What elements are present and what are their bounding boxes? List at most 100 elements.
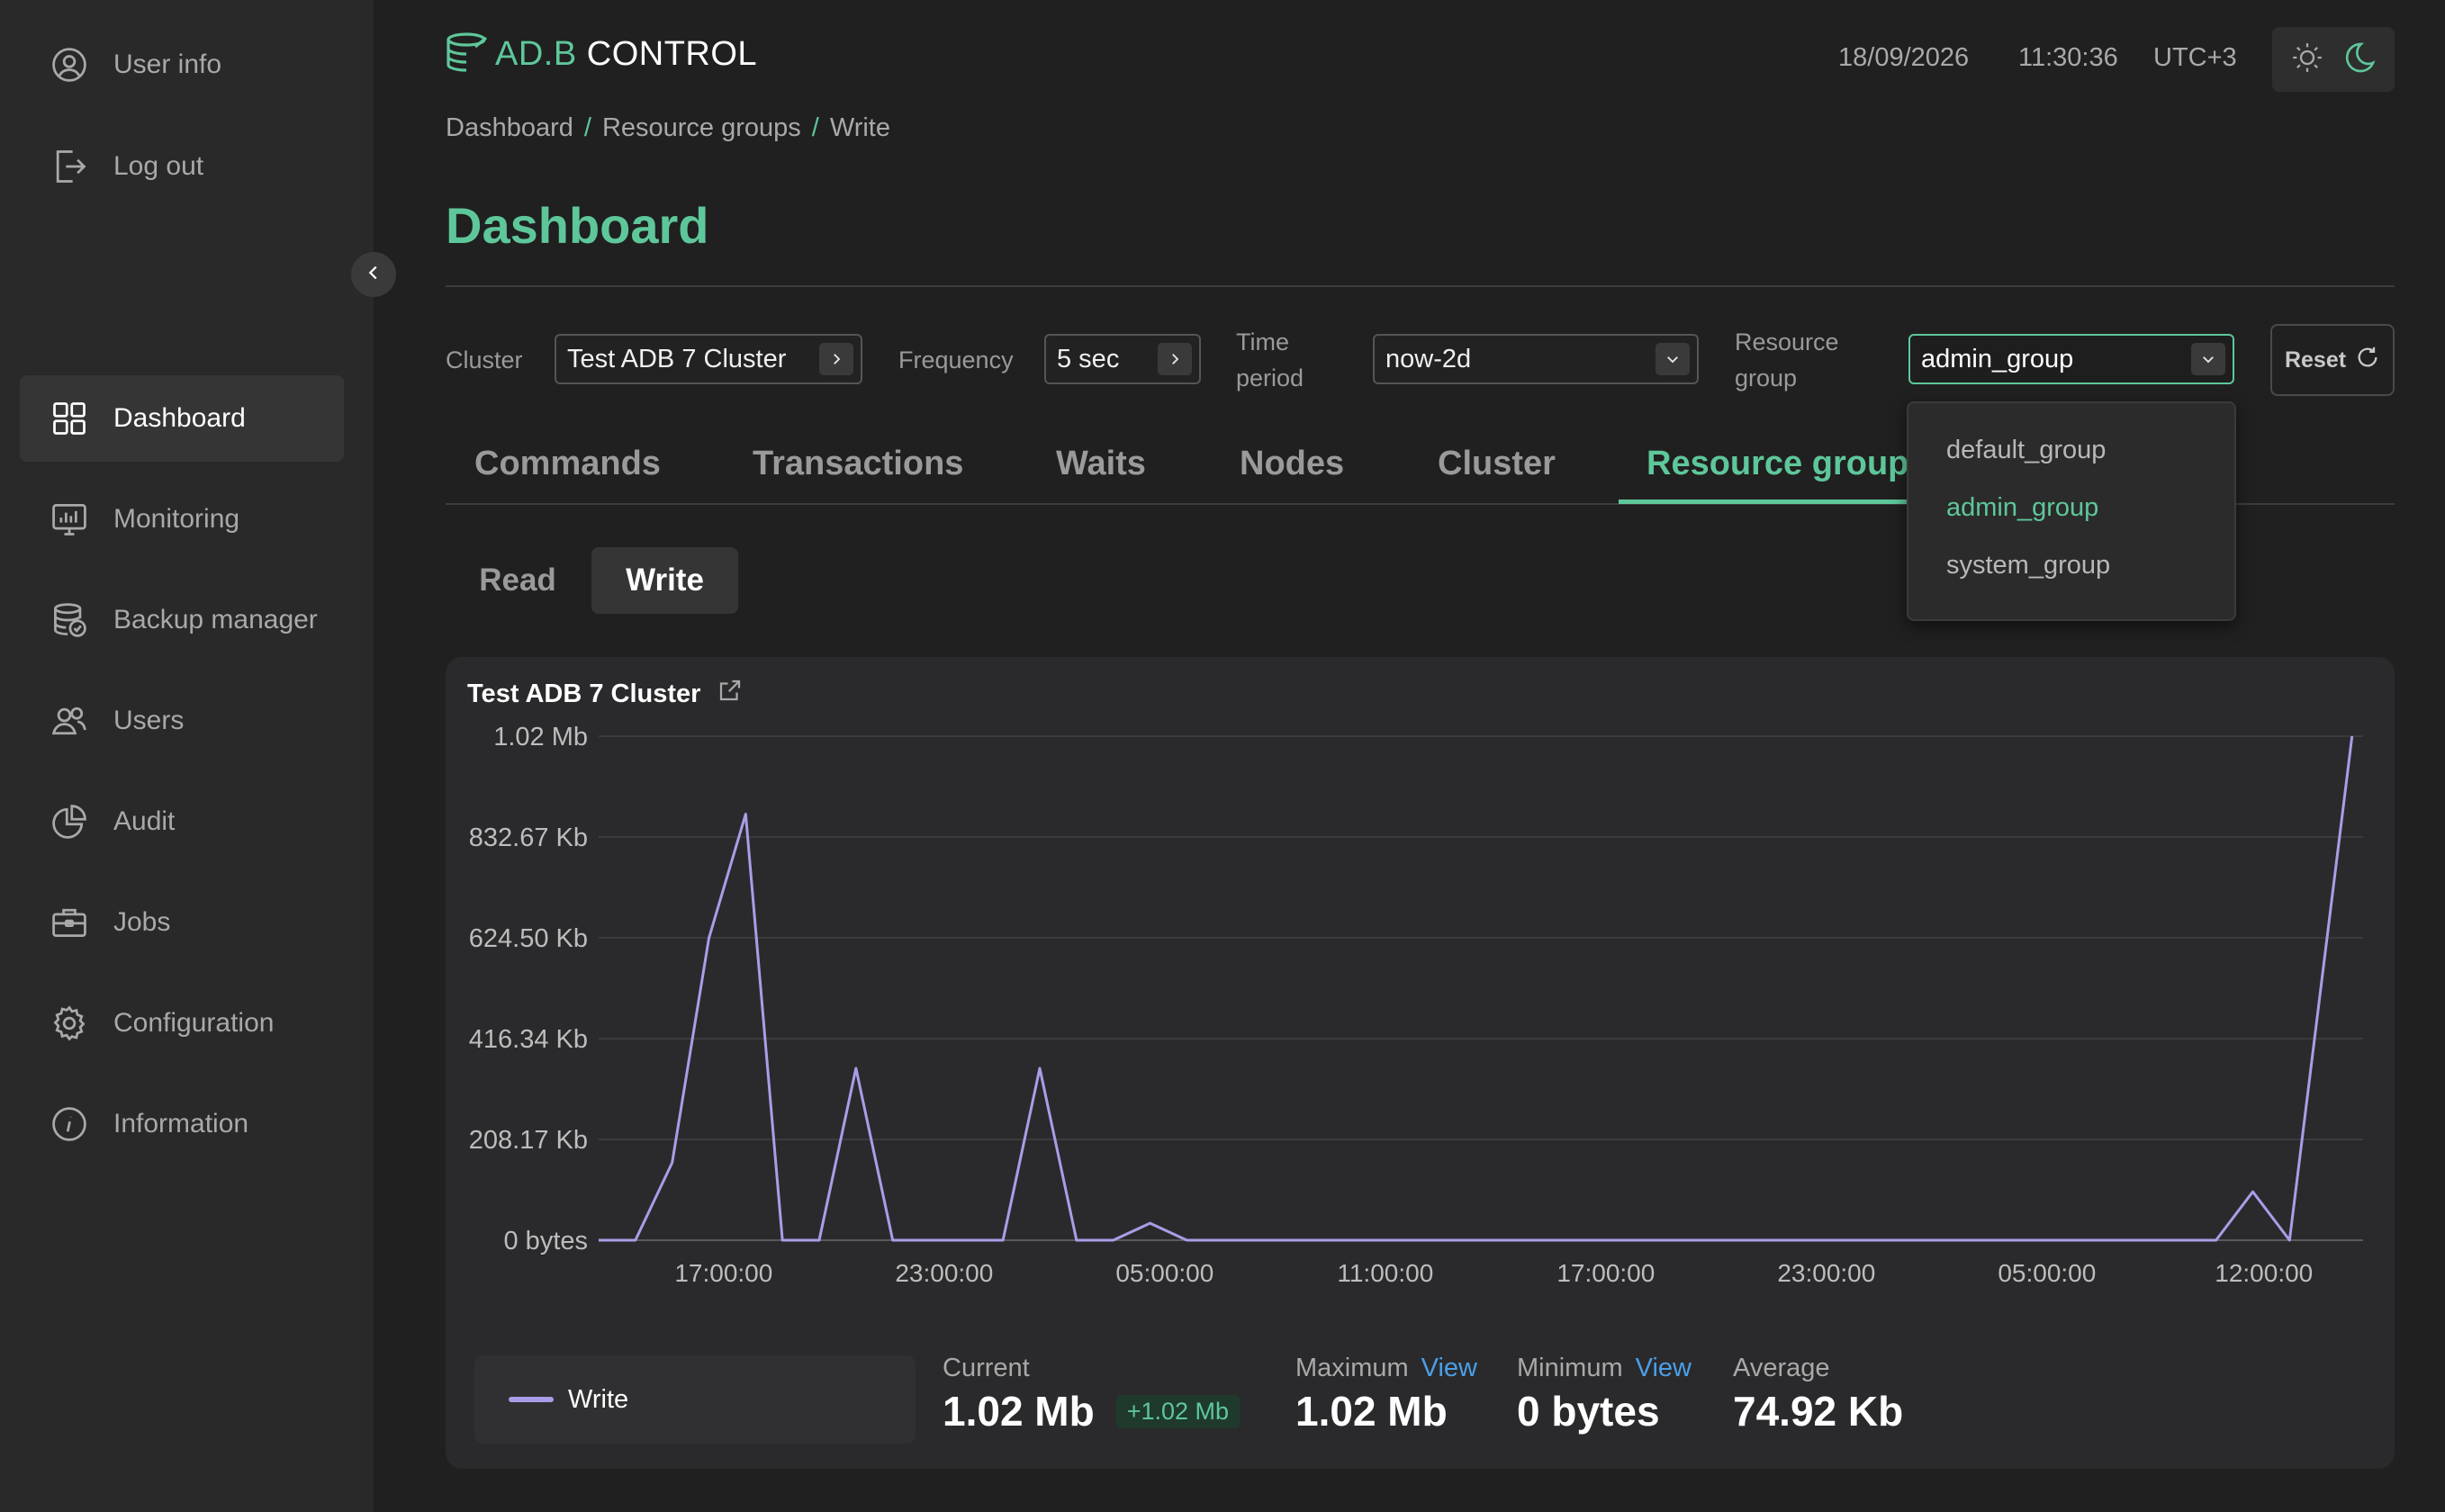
sidebar-item-label: User info [113,50,222,79]
frequency-value: 5 sec [1057,344,1120,374]
legend-swatch [509,1397,554,1402]
reset-label: Reset [2284,346,2347,373]
external-link-icon[interactable] [717,677,744,711]
resource-group-label-line1: Resource [1735,328,1839,356]
sidebar-item-log-out[interactable]: Log out [20,123,344,210]
y-tick-label: 208.17 Kb [469,1126,588,1155]
tab-transactions[interactable]: Transactions [753,445,964,482]
tab-resource-groups[interactable]: Resource groups [1647,445,1928,482]
cluster-select[interactable]: Test ADB 7 Cluster [555,334,862,384]
dropdown-option-system-group[interactable]: system_group [1946,551,2111,580]
y-tick-label: 416.34 Kb [469,1025,588,1054]
database-logo-icon [445,31,492,77]
write-chart: 0 bytes 208.17 Kb 416.34 Kb 624.50 Kb 832.67… [469,723,2363,1287]
sun-icon[interactable] [2289,40,2325,80]
moon-icon[interactable] [2341,40,2377,80]
stat-average-value: 74.92 Kb [1733,1388,1904,1435]
chart-title-text: Test ADB 7 Cluster [467,679,701,708]
reset-button[interactable]: Reset [2270,324,2395,396]
breadcrumb-dashboard[interactable]: Dashboard [446,113,573,142]
stat-average: Average 74.92 Kb [1733,1354,1903,1436]
legend[interactable]: Write [474,1355,916,1444]
x-tick-label: 17:00:00 [674,1259,772,1287]
tab-nodes[interactable]: Nodes [1240,445,1345,482]
sidebar-item-label: Configuration [113,1008,275,1038]
frequency-label: Frequency [898,346,1014,374]
sidebar-item-label: Dashboard [113,403,246,433]
gear-icon [49,1003,90,1044]
tab-waits[interactable]: Waits [1056,445,1146,482]
time-period-select[interactable]: now-2d [1373,334,1699,384]
resource-group-select[interactable]: admin_group [1908,334,2234,384]
sidebar-item-user-info[interactable]: User info [20,22,344,108]
chevron-down-icon [1656,343,1690,375]
backup-icon [49,599,90,641]
logo-text-green: AD.B [495,34,577,73]
breadcrumb-separator: / [811,113,819,142]
minimum-view-link[interactable]: View [1635,1354,1692,1382]
collapse-sidebar-button[interactable] [351,252,396,297]
stat-current: Current 1.02 Mb +1.02 Mb [943,1354,1241,1436]
sidebar-item-configuration[interactable]: Configuration [20,980,344,1066]
header-time: 11:30:36 [2018,43,2118,72]
sidebar-item-monitoring[interactable]: Monitoring [20,476,344,562]
subtab-write[interactable]: Write [591,547,738,614]
sidebar-item-users[interactable]: Users [20,678,344,764]
monitoring-icon [49,499,90,540]
tab-commands[interactable]: Commands [474,445,661,482]
sidebar-item-information[interactable]: Information [20,1081,344,1167]
series-line-write [599,735,2354,1242]
sidebar-item-jobs[interactable]: Jobs [20,879,344,966]
y-tick-label: 832.67 Kb [469,824,588,852]
chevron-down-icon [2191,343,2225,375]
time-period-label-line2: period [1236,364,1304,392]
theme-switcher [2272,27,2395,92]
y-tick-label: 624.50 Kb [469,924,588,953]
sidebar-item-label: Information [113,1109,249,1138]
dropdown-option-admin-group[interactable]: admin_group [1946,493,2099,522]
sidebar-item-label: Users [113,706,185,735]
breadcrumb-resource-groups[interactable]: Resource groups [601,113,801,142]
x-tick-label: 11:00:00 [1337,1259,1433,1287]
stat-maximum: Maximum View 1.02 Mb [1295,1354,1477,1436]
x-tick-label: 17:00:00 [1556,1259,1655,1287]
sidebar-item-label: Jobs [113,907,171,937]
stat-maximum-value: 1.02 Mb [1295,1388,1448,1435]
header-timezone: UTC+3 [2153,43,2237,72]
refresh-icon [2355,345,2380,376]
breadcrumb-current: Write [829,113,890,142]
chevron-left-icon [364,263,383,287]
stat-minimum-value: 0 bytes [1517,1388,1660,1435]
cluster-label: Cluster [446,346,523,374]
stat-average-label: Average [1733,1354,1830,1382]
dropdown-option-default-group[interactable]: default_group [1946,436,2107,464]
sidebar-item-dashboard[interactable]: Dashboard [20,375,344,462]
app-logo[interactable]: AD.B CONTROL [445,31,757,77]
sidebar-item-audit[interactable]: Audit [20,778,344,865]
x-tick-label: 05:00:00 [1115,1259,1213,1287]
tab-cluster[interactable]: Cluster [1438,445,1556,482]
logo-text-white: CONTROL [576,34,758,73]
users-icon [49,700,90,742]
chevron-right-icon [819,343,853,375]
breadcrumb: Dashboard / Resource groups / Write [446,113,890,143]
sidebar-item-label: Backup manager [113,605,318,634]
maximum-view-link[interactable]: View [1421,1354,1478,1382]
subtab-read[interactable]: Read [479,562,556,598]
x-tick-label: 05:00:00 [1998,1259,2096,1287]
frequency-select[interactable]: 5 sec [1044,334,1201,384]
resource-group-label-line2: group [1735,364,1798,392]
dashboard-icon [49,398,90,439]
sidebar-item-label: Log out [113,151,204,181]
stat-current-label: Current [943,1354,1030,1382]
stat-minimum-label: Minimum [1517,1354,1623,1382]
divider [446,285,2395,287]
x-tick-label: 23:00:00 [895,1259,993,1287]
logout-icon [49,146,90,187]
chevron-right-icon [1158,343,1192,375]
x-tick-label: 23:00:00 [1777,1259,1875,1287]
page-title: Dashboard [446,197,709,254]
chart-title: Test ADB 7 Cluster [467,677,744,711]
sidebar-item-backup-manager[interactable]: Backup manager [20,577,344,663]
time-period-value: now-2d [1385,344,1472,374]
